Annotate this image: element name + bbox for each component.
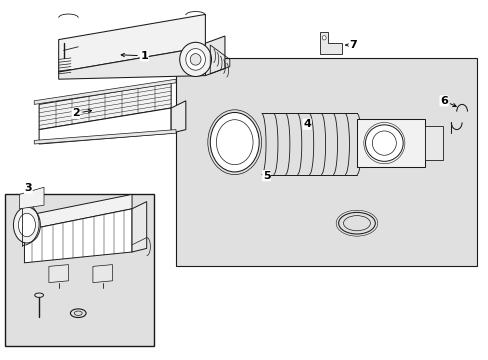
- Bar: [425, 126, 442, 160]
- Ellipse shape: [180, 42, 211, 77]
- Text: 4: 4: [303, 119, 310, 129]
- Polygon shape: [59, 47, 205, 79]
- Ellipse shape: [365, 125, 403, 161]
- Ellipse shape: [210, 112, 259, 172]
- Polygon shape: [176, 58, 476, 266]
- Ellipse shape: [190, 54, 201, 65]
- Polygon shape: [39, 108, 171, 144]
- Ellipse shape: [185, 49, 205, 70]
- Text: 6: 6: [439, 96, 447, 106]
- Text: 7: 7: [348, 40, 356, 50]
- Bar: [5, 194, 154, 346]
- Polygon shape: [93, 265, 112, 283]
- Polygon shape: [24, 194, 132, 230]
- Text: 2: 2: [72, 108, 80, 118]
- Polygon shape: [34, 130, 176, 144]
- Polygon shape: [320, 32, 342, 54]
- Polygon shape: [59, 14, 205, 72]
- Polygon shape: [39, 83, 171, 130]
- Polygon shape: [205, 36, 224, 76]
- Polygon shape: [132, 202, 146, 252]
- Ellipse shape: [35, 293, 43, 297]
- Ellipse shape: [322, 36, 325, 40]
- Bar: [356, 119, 425, 167]
- Polygon shape: [20, 187, 44, 209]
- Polygon shape: [34, 79, 176, 104]
- Polygon shape: [24, 209, 132, 263]
- Polygon shape: [49, 265, 68, 283]
- Text: 3: 3: [24, 183, 32, 193]
- Polygon shape: [171, 101, 185, 133]
- Text: 1: 1: [140, 51, 148, 61]
- Ellipse shape: [14, 207, 40, 243]
- Text: 5: 5: [262, 171, 270, 181]
- Ellipse shape: [19, 213, 35, 237]
